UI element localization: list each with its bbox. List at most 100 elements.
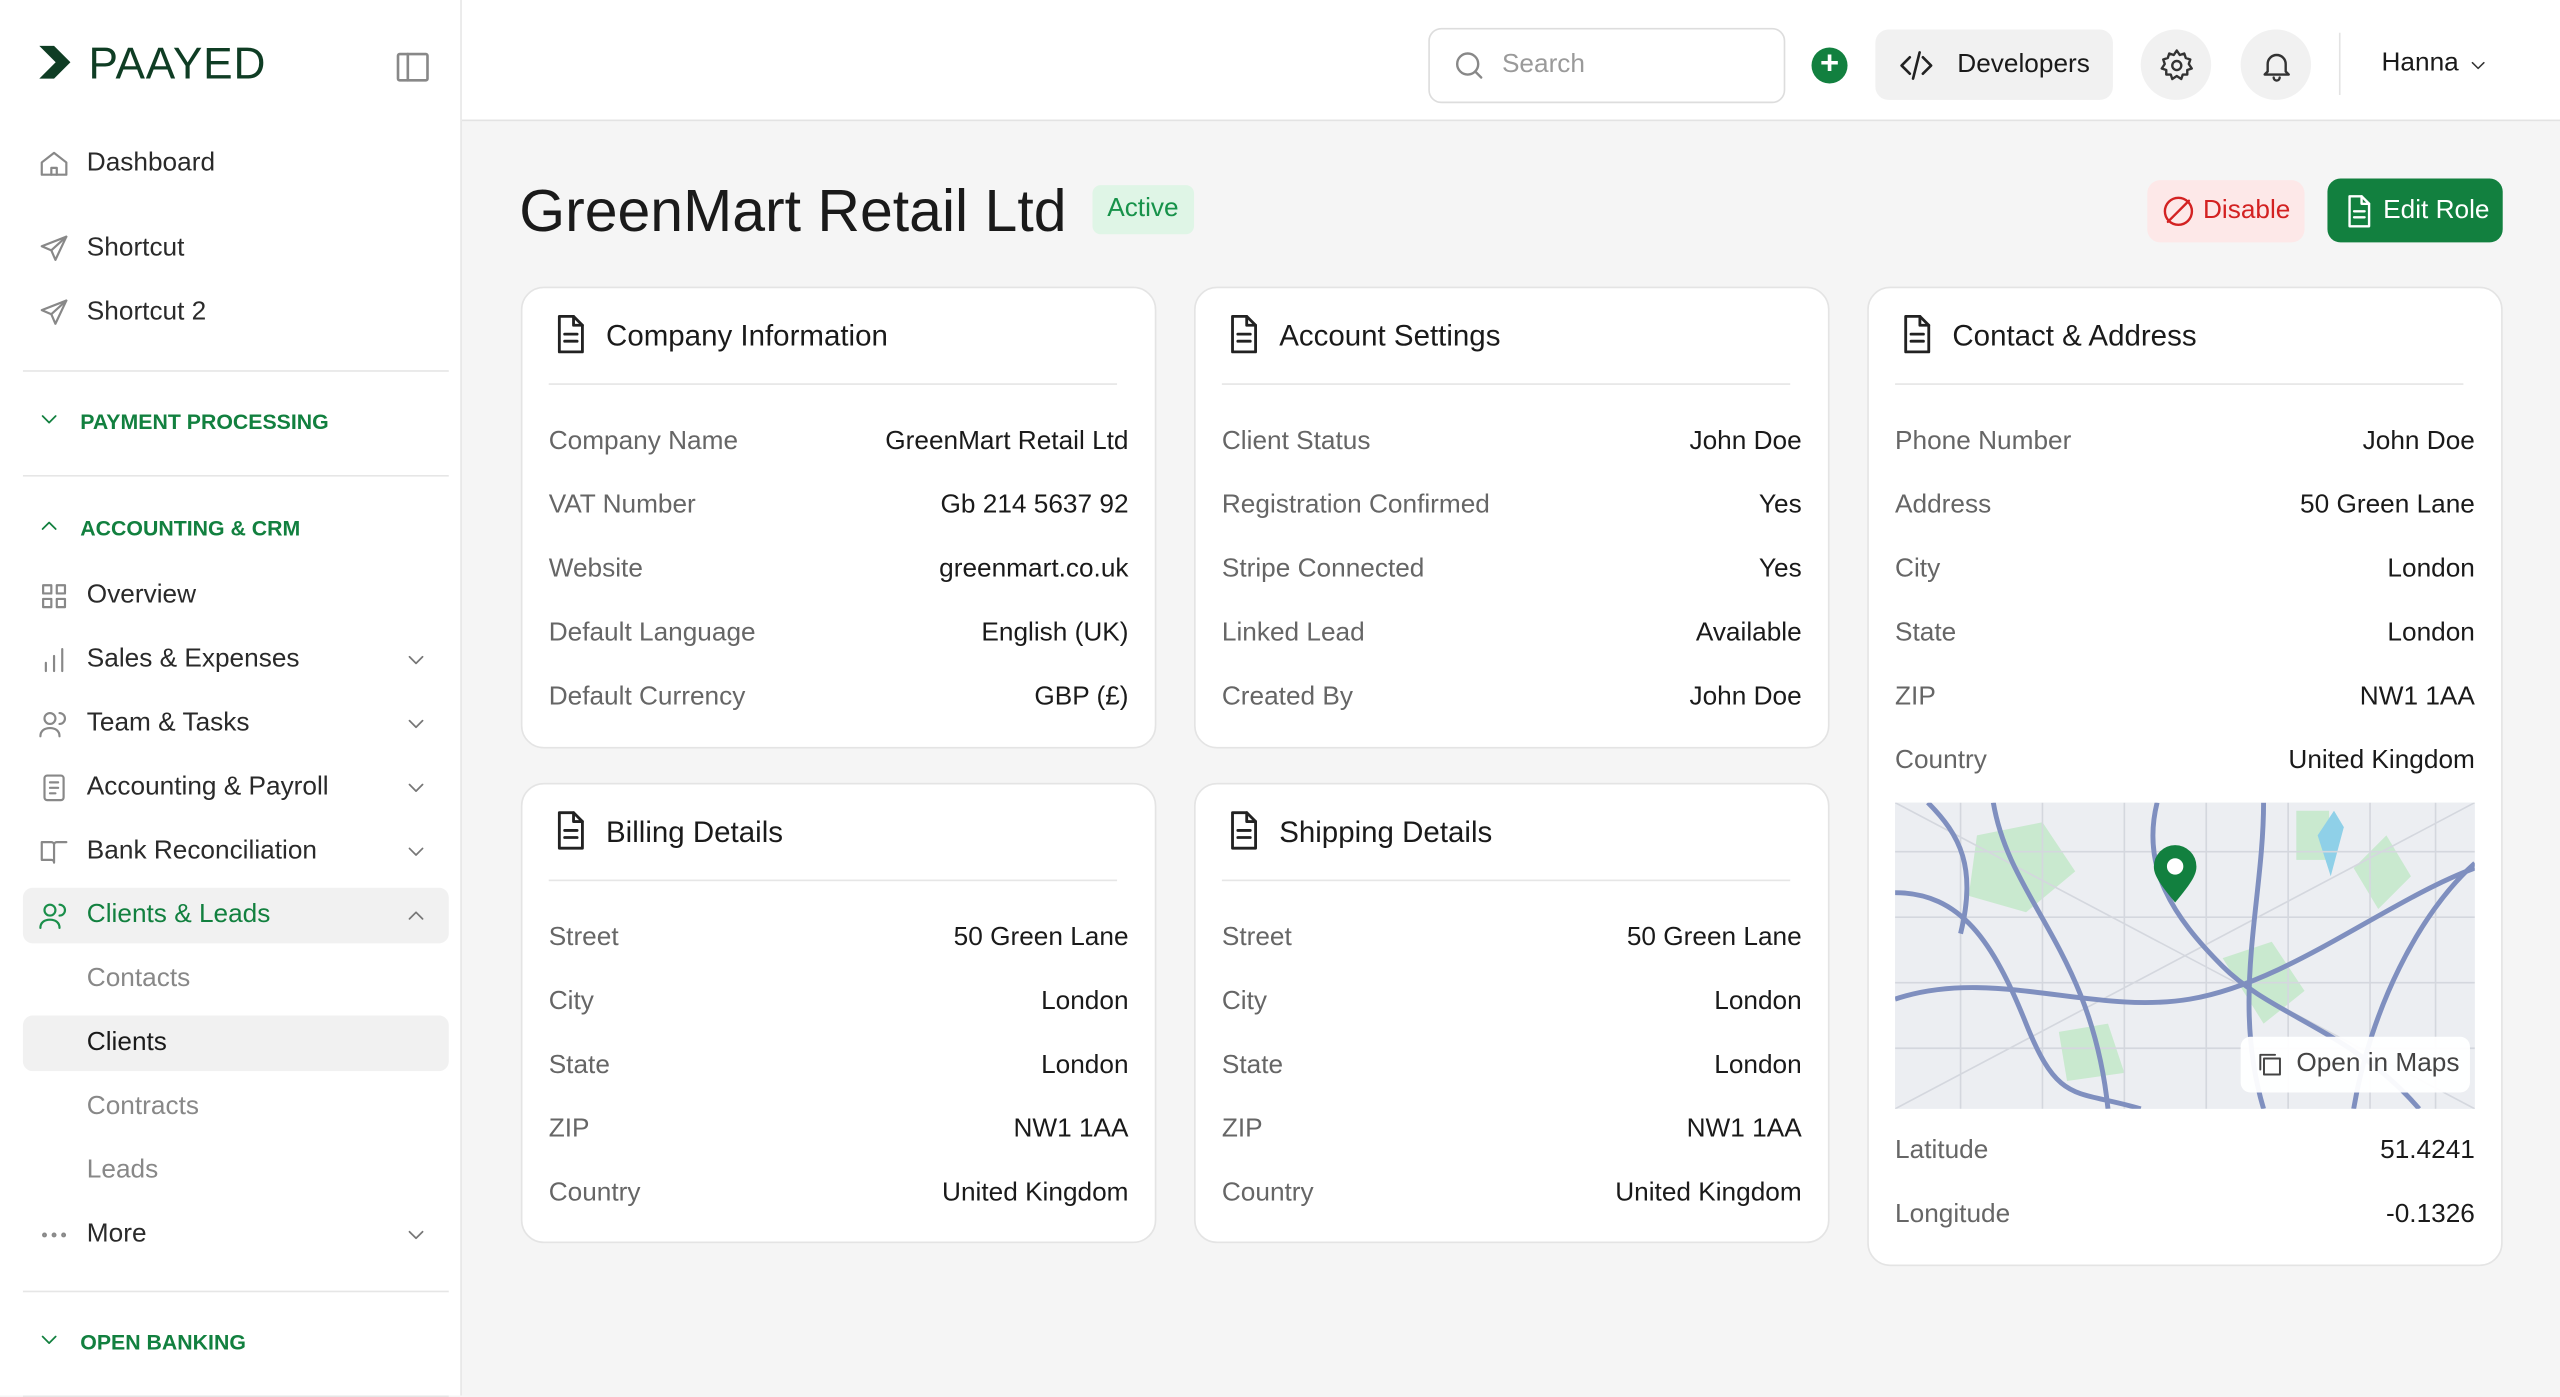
section-header[interactable]: ACCOUNTING & CRM	[36, 513, 445, 546]
nav-subitem[interactable]: Leads	[23, 1143, 449, 1199]
search-box[interactable]: Search	[1428, 27, 1786, 104]
card-title: Contact & Address	[1952, 319, 2197, 353]
nav-label: Sales & Expenses	[86, 645, 300, 674]
field-value: GBP (£)	[1034, 683, 1129, 711]
field-label: City	[1221, 987, 1268, 1016]
card-title: Account Settings	[1279, 319, 1501, 353]
info-card: Contact & Address Phone Number John Doe Add…	[1867, 286, 2503, 1267]
nav-item[interactable]: Shortcut	[23, 221, 449, 277]
nav-subitem[interactable]: Contracts	[23, 1079, 449, 1135]
nav-label: Bank Reconciliation	[86, 836, 317, 865]
field-label: Client Status	[1221, 427, 1371, 456]
map[interactable]: Open in Maps	[1895, 802, 2475, 1109]
card-header: Shipping Details	[1222, 809, 1492, 860]
field-label: State	[1221, 1051, 1284, 1080]
nav-item[interactable]: Dashboard	[23, 136, 449, 192]
field-label: Phone Number	[1895, 427, 2072, 456]
developers-button[interactable]: Developers	[1875, 29, 2113, 100]
field-value: Gb 214 5637 92	[940, 491, 1129, 520]
field-label: Company Name	[548, 427, 739, 456]
field-value: United Kingdom	[942, 1179, 1129, 1208]
user-name: Hanna	[2381, 49, 2459, 77]
field-value: 50 Green Lane	[953, 923, 1129, 952]
nav-icon	[38, 296, 71, 337]
nav-chevron	[403, 839, 429, 873]
nav-item[interactable]: Overview	[23, 568, 449, 624]
disable-button[interactable]: Disable	[2147, 180, 2305, 243]
nav-subitem[interactable]: Contacts	[23, 952, 449, 1008]
logo[interactable]: PAAYED	[36, 39, 266, 90]
field-value: 51.4241	[2380, 1136, 2475, 1165]
field-value: London	[2387, 619, 2475, 647]
field-label: Default Currency	[548, 683, 746, 711]
field-label: State	[548, 1051, 610, 1080]
field-value: London	[2387, 555, 2475, 584]
nav-label: Shortcut 2	[86, 298, 207, 326]
field-label: Website	[548, 555, 643, 584]
field-label: Latitude	[1895, 1136, 1989, 1165]
field-label: Created By	[1221, 683, 1353, 711]
info-card: Company Information Company Name GreenMart…	[520, 286, 1157, 749]
top-bar: Search + Developers Hanna	[461, 0, 2560, 122]
settings-button[interactable]	[2140, 29, 2212, 100]
nav-label: Dashboard	[86, 149, 216, 177]
nav-icon	[38, 147, 71, 188]
nav-label: Shortcut	[86, 234, 185, 263]
nav-label: Contacts	[86, 964, 191, 993]
section-header[interactable]: PAYMENT PROCESSING	[36, 406, 445, 439]
open-in-maps-button[interactable]: Open in Maps	[2240, 1036, 2470, 1093]
field-value: United Kingdom	[2288, 746, 2475, 775]
card-divider	[548, 879, 1118, 882]
info-card: Billing Details Street 50 Green Lane City Lo…	[520, 782, 1157, 1244]
field-value: Yes	[1758, 555, 1802, 584]
nav-icon	[38, 233, 71, 274]
page-title: GreenMart Retail Ltd	[519, 176, 1067, 245]
card-divider	[1221, 383, 1791, 385]
field-label: ZIP	[1221, 1115, 1263, 1144]
nav-label: Clients & Leads	[86, 900, 271, 929]
add-button[interactable]: +	[1811, 47, 1848, 84]
notifications-button[interactable]	[2240, 29, 2312, 100]
field-label: Stripe Connected	[1221, 555, 1425, 584]
nav-label: Clients	[86, 1028, 167, 1057]
card-header: Contact & Address	[1895, 313, 2197, 364]
field-value: Yes	[1758, 491, 1802, 520]
nav-item[interactable]: Shortcut 2	[23, 285, 449, 341]
nav-subitem[interactable]: Clients	[22, 1015, 449, 1072]
field-label: State	[1895, 619, 1957, 647]
divider	[22, 474, 449, 477]
section-header[interactable]: OPEN BANKING	[36, 1327, 445, 1360]
edit-role-button[interactable]: Edit Role	[2327, 178, 2503, 243]
nav-icon	[38, 1219, 71, 1260]
field-label: City	[548, 987, 594, 1016]
field-label: Default Language	[548, 619, 756, 647]
nav-item[interactable]: More	[23, 1207, 449, 1263]
card-title: Shipping Details	[1279, 815, 1493, 849]
nav-item[interactable]: Sales & Expenses	[23, 632, 449, 688]
card-header: Account Settings	[1222, 313, 1500, 364]
card-header: Company Information	[549, 313, 888, 364]
field-value: London	[1714, 1051, 1802, 1080]
field-value: United Kingdom	[1615, 1179, 1802, 1208]
nav-chevron	[403, 775, 429, 809]
sidebar-toggle[interactable]	[393, 47, 432, 94]
field-label: Country	[1895, 746, 1987, 775]
card-divider	[1221, 879, 1791, 882]
nav-label: Team & Tasks	[86, 709, 250, 738]
nav-label: Overview	[86, 581, 197, 610]
field-label: Country	[1221, 1179, 1314, 1208]
nav-item[interactable]: Team & Tasks	[23, 696, 449, 752]
nav-item[interactable]: Accounting & Payroll	[23, 760, 449, 816]
field-value: John Doe	[1689, 427, 1802, 456]
field-value: 50 Green Lane	[1626, 923, 1802, 952]
field-value: -0.1326	[2385, 1200, 2475, 1229]
nav-item[interactable]: Bank Reconciliation	[23, 824, 449, 880]
nav-item[interactable]: Clients & Leads	[22, 887, 449, 944]
section-title: ACCOUNTING & CRM	[80, 515, 301, 541]
field-value: 50 Green Lane	[2300, 491, 2475, 520]
field-label: Street	[548, 923, 619, 952]
card-title: Company Information	[606, 319, 888, 353]
section-title: OPEN BANKING	[80, 1329, 246, 1355]
field-label: Street	[1221, 923, 1292, 952]
